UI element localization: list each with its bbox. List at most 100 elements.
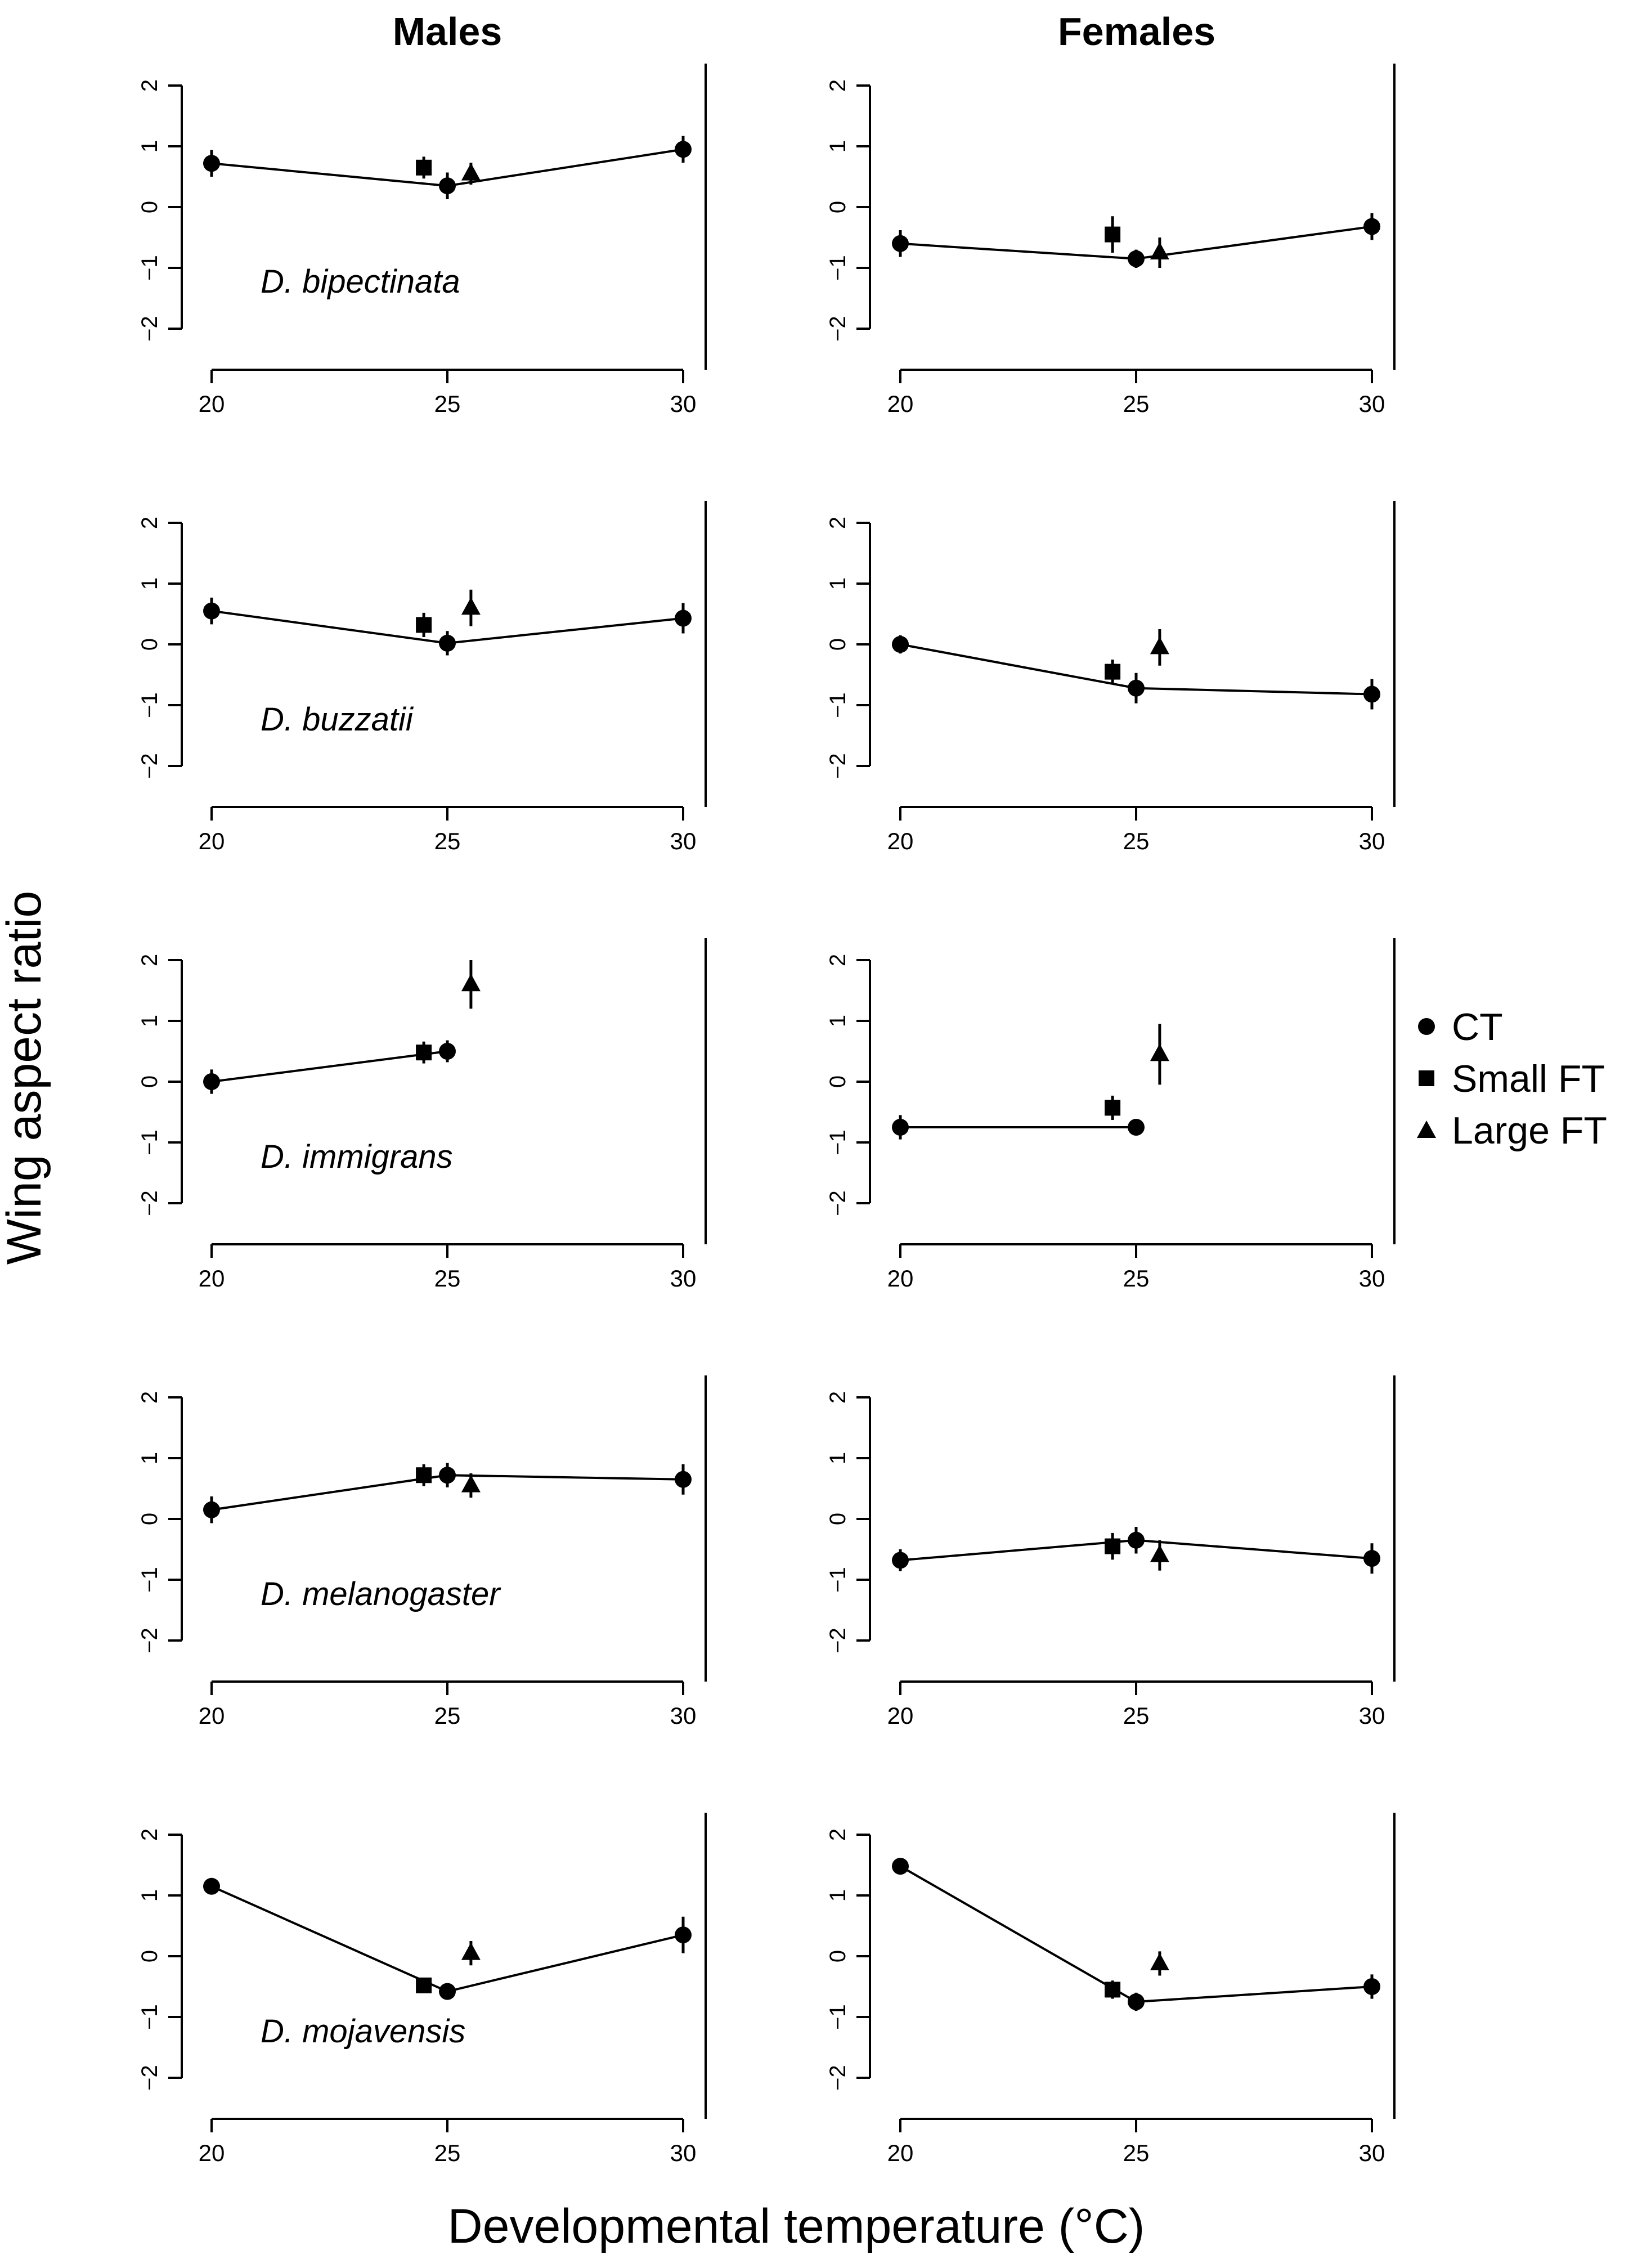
column-title-males: Males xyxy=(393,10,503,53)
y-tick-label: −2 xyxy=(826,1190,850,1216)
x-tick-label: 30 xyxy=(670,1265,697,1292)
data-point-circle xyxy=(439,1467,456,1484)
series-ct xyxy=(892,1858,1380,2011)
data-point-triangle xyxy=(461,163,481,181)
x-tick-label: 25 xyxy=(434,391,461,417)
series-large-ft xyxy=(461,163,481,185)
data-point-square xyxy=(416,1467,432,1483)
x-tick-label: 25 xyxy=(434,828,461,854)
data-point-circle xyxy=(203,1877,220,1895)
legend-square-icon xyxy=(1419,1070,1434,1086)
series-ct xyxy=(203,1040,456,1094)
data-point-circle xyxy=(1128,1531,1145,1549)
data-point-triangle xyxy=(461,974,481,992)
data-point-triangle xyxy=(1150,637,1169,655)
panel-d-immigrans-females: −2 −1 0 1 2 20 25 30 xyxy=(826,938,1396,1292)
y-tick-label: −1 xyxy=(137,1567,162,1593)
x-tick-label: 20 xyxy=(887,1702,914,1729)
series-ct xyxy=(203,1877,692,2000)
column-title-females: Females xyxy=(1058,10,1215,53)
series-large-ft xyxy=(1150,1540,1169,1571)
legend-entry-small-ft: Small FT xyxy=(1419,1057,1605,1100)
series-ct xyxy=(892,635,1380,710)
y-tick-label: 1 xyxy=(137,1889,162,1902)
x-tick-label: 20 xyxy=(199,2140,225,2166)
y-tick-label: 1 xyxy=(826,577,850,590)
y-tick-label: 2 xyxy=(137,1391,162,1404)
legend-entry-large-ft: Large FT xyxy=(1417,1109,1607,1152)
x-tick-label: 25 xyxy=(1123,828,1150,854)
y-tick-label: −1 xyxy=(826,255,850,281)
y-tick-label: −2 xyxy=(137,1190,162,1216)
data-point-circle xyxy=(1363,685,1380,703)
species-label: D. buzzatii xyxy=(261,701,414,738)
panel-d-bipectinata-females: −2 −1 0 1 2 20 25 30 xyxy=(826,64,1396,417)
data-point-square xyxy=(416,1977,432,1993)
y-tick-label: 2 xyxy=(826,954,850,966)
series-large-ft xyxy=(1150,1024,1169,1085)
y-tick-label: 0 xyxy=(826,638,850,651)
series-ct xyxy=(892,213,1380,268)
data-point-circle xyxy=(1363,1550,1380,1567)
series-small-ft xyxy=(416,612,432,638)
species-label: D. melanogaster xyxy=(261,1576,501,1612)
y-tick-label: 1 xyxy=(826,1015,850,1027)
panel-d-buzzatii-males: −2 −1 0 1 2 20 25 30 D. buzzatii xyxy=(137,501,707,854)
data-point-triangle xyxy=(461,1942,481,1960)
y-tick-label: 2 xyxy=(137,1828,162,1841)
x-tick-label: 25 xyxy=(434,2140,461,2166)
y-tick-label: 2 xyxy=(826,79,850,92)
y-tick-label: −2 xyxy=(137,316,162,342)
y-tick-label: −1 xyxy=(137,255,162,281)
series-large-ft xyxy=(461,1473,481,1498)
y-tick-label: 1 xyxy=(826,1889,850,1902)
legend-triangle-icon xyxy=(1417,1120,1436,1138)
data-point-circle xyxy=(675,609,692,627)
data-point-circle xyxy=(892,235,909,252)
x-tick-label: 25 xyxy=(1123,1702,1150,1729)
y-tick-label: 1 xyxy=(137,140,162,153)
panel-d-bipectinata-males: −2 −1 0 1 2 20 25 30 D. bipectinata xyxy=(137,64,707,417)
data-point-circle xyxy=(1363,1978,1380,1995)
y-tick-label: 1 xyxy=(137,1452,162,1464)
data-point-circle xyxy=(1363,218,1380,235)
data-point-circle xyxy=(892,1858,909,1875)
series-line xyxy=(900,1865,1372,2003)
data-point-square xyxy=(1105,1538,1121,1554)
series-large-ft xyxy=(1150,237,1169,268)
series-small-ft xyxy=(416,156,432,179)
y-tick-label: 2 xyxy=(137,954,162,966)
data-point-circle xyxy=(439,177,456,195)
x-tick-label: 30 xyxy=(670,391,697,417)
data-point-square xyxy=(416,617,432,633)
y-tick-label: 1 xyxy=(826,140,850,153)
data-point-square xyxy=(416,1045,432,1061)
series-ct xyxy=(203,1463,692,1523)
series-ct xyxy=(203,136,692,199)
data-point-circle xyxy=(203,1501,220,1518)
panel-d-melanogaster-males: −2 −1 0 1 2 20 25 30 D. melanogaster xyxy=(137,1375,707,1729)
y-tick-label: −2 xyxy=(137,753,162,779)
y-tick-label: −1 xyxy=(826,1567,850,1593)
panel-d-mojavensis-males: −2 −1 0 1 2 20 25 30 D. mojavensis xyxy=(137,1813,707,2166)
y-tick-label: 2 xyxy=(137,517,162,529)
data-point-triangle xyxy=(1150,1043,1169,1061)
x-tick-label: 30 xyxy=(670,2140,697,2166)
y-tick-label: −1 xyxy=(826,1129,850,1155)
series-line xyxy=(211,1885,684,1993)
species-label: D. bipectinata xyxy=(261,263,460,300)
legend-circle-icon xyxy=(1418,1018,1435,1035)
series-large-ft xyxy=(1150,1951,1169,1976)
y-tick-label: −1 xyxy=(137,1129,162,1155)
data-point-triangle xyxy=(461,597,481,615)
data-point-circle xyxy=(1128,1993,1145,2010)
data-point-circle xyxy=(1128,250,1145,267)
y-tick-label: −2 xyxy=(826,2065,850,2091)
panel-d-immigrans-males: −2 −1 0 1 2 20 25 30 D. immigrans xyxy=(137,938,707,1292)
data-point-circle xyxy=(892,1552,909,1569)
y-tick-label: 2 xyxy=(826,1828,850,1841)
data-point-triangle xyxy=(461,1474,481,1492)
data-point-triangle xyxy=(1150,242,1169,259)
series-large-ft xyxy=(461,960,481,1009)
